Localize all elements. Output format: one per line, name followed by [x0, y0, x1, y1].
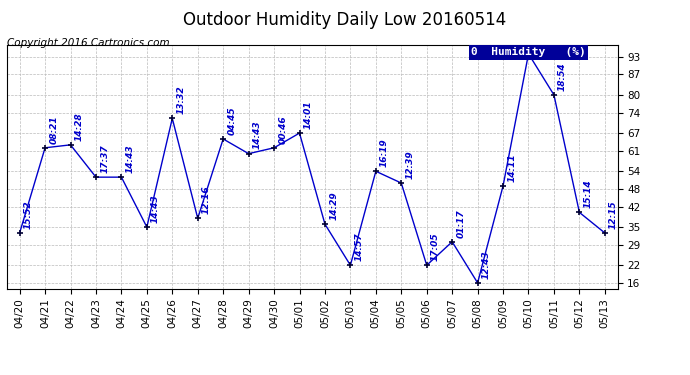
Text: 04:45: 04:45: [227, 106, 237, 135]
Text: 15:14: 15:14: [584, 180, 593, 208]
Text: 12:16: 12:16: [202, 186, 211, 214]
Text: 08:21: 08:21: [49, 115, 58, 144]
Text: 12:39: 12:39: [406, 150, 415, 179]
Text: 14:43: 14:43: [151, 194, 160, 223]
Text: 14:11: 14:11: [507, 153, 516, 182]
Text: 12:43: 12:43: [482, 250, 491, 279]
Text: 14:43: 14:43: [126, 144, 135, 173]
Text: 14:01: 14:01: [304, 100, 313, 129]
Text: 0  Humidity   (%): 0 Humidity (%): [471, 48, 586, 57]
Text: 16:19: 16:19: [380, 138, 389, 167]
Text: 17:37: 17:37: [100, 144, 109, 173]
Text: 14:29: 14:29: [329, 191, 338, 220]
Text: 14:43: 14:43: [253, 121, 262, 150]
Text: Copyright 2016 Cartronics.com: Copyright 2016 Cartronics.com: [7, 38, 170, 48]
Text: 17:05: 17:05: [431, 232, 440, 261]
Text: 01:17: 01:17: [456, 209, 465, 238]
Text: 00:46: 00:46: [278, 115, 287, 144]
Text: 15:52: 15:52: [23, 200, 33, 229]
Text: 12:15: 12:15: [609, 200, 618, 229]
Text: 13:32: 13:32: [177, 86, 186, 114]
Text: Outdoor Humidity Daily Low 20160514: Outdoor Humidity Daily Low 20160514: [184, 11, 506, 29]
Text: 14:28: 14:28: [75, 112, 83, 141]
Text: 14:57: 14:57: [355, 232, 364, 261]
Text: 18:54: 18:54: [558, 62, 567, 91]
Text: 0: 0: [533, 44, 542, 50]
